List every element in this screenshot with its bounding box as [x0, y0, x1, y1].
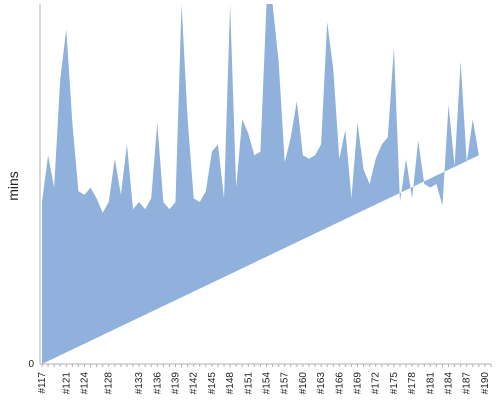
- x-tick-label: #181: [425, 372, 436, 395]
- area-series-layer: [42, 4, 479, 364]
- x-tick-label: #133: [134, 372, 145, 395]
- x-tick-label: #157: [280, 372, 291, 395]
- area-series: [42, 4, 479, 364]
- y-tick-label: 0: [28, 359, 34, 370]
- x-tick-label: #151: [243, 372, 254, 395]
- x-tick-label: #187: [462, 372, 473, 395]
- x-tick-label: #166: [334, 372, 345, 395]
- x-tick-label: #139: [170, 372, 181, 395]
- x-tick-label: #190: [480, 372, 491, 395]
- y-axis-ticks: 0: [28, 359, 34, 370]
- x-tick-label: #163: [316, 372, 327, 395]
- x-tick-label: #136: [152, 372, 163, 395]
- x-tick-label: #160: [298, 372, 309, 395]
- x-tick-label: #154: [262, 372, 273, 395]
- x-tick-label: #175: [389, 372, 400, 395]
- x-tick-label: #117: [37, 372, 48, 394]
- x-tick-label: #145: [207, 372, 218, 395]
- x-tick-label: #128: [104, 372, 115, 395]
- x-tick-label: #142: [189, 372, 200, 395]
- y-axis-label: mins: [5, 171, 21, 201]
- x-tick-label: #148: [225, 372, 236, 395]
- x-axis-ticks: #117 #121 #124 #128 #133 #136 #139 #142 #145 #148…: [37, 364, 492, 395]
- x-tick-label: #169: [353, 372, 364, 395]
- x-tick-label: #184: [444, 372, 455, 395]
- x-tick-label: #178: [407, 372, 418, 395]
- x-tick-label: #121: [61, 372, 72, 395]
- x-tick-label: #124: [79, 372, 90, 395]
- x-tick-label: #172: [371, 372, 382, 395]
